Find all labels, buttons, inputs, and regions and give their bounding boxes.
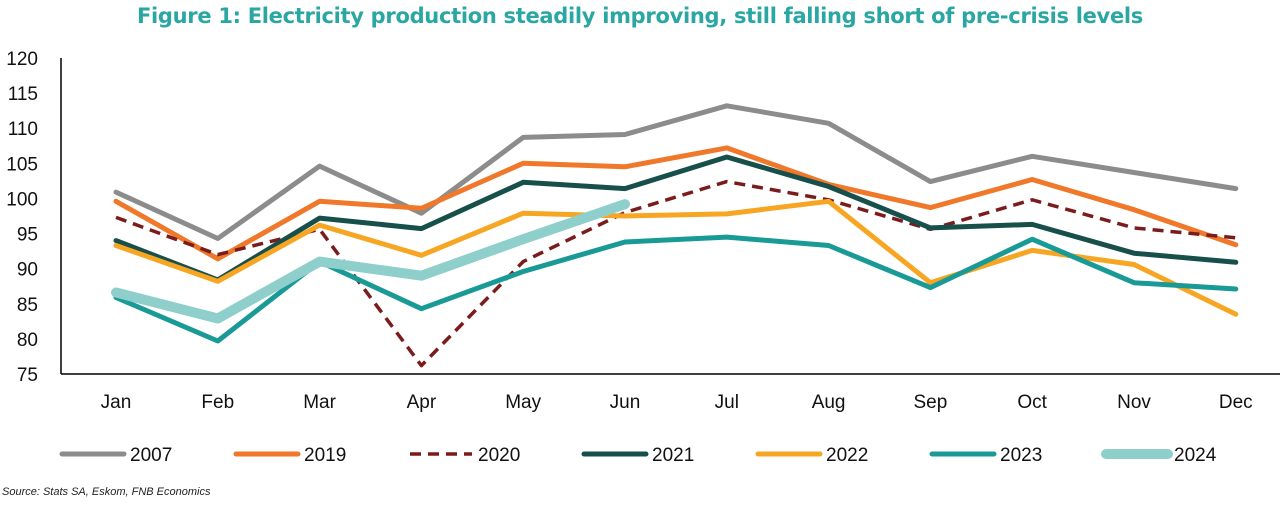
series-line-2024 [111, 199, 630, 324]
x-tick-label: Feb [201, 392, 234, 413]
legend-label-2022: 2022 [826, 445, 868, 466]
y-tick-label: 105 [6, 154, 38, 175]
legend-label-2007: 2007 [130, 445, 172, 466]
y-ticks: 75 80 85 90 95 100 105 110 115 120 [6, 49, 38, 386]
series-line-2007 [113, 103, 1239, 241]
legend-label-2021: 2021 [652, 445, 694, 466]
y-tick-label: 95 [17, 225, 38, 246]
y-tick-label: 75 [17, 365, 38, 386]
x-tick-label: Jul [715, 392, 739, 413]
source-note: Source: Stats SA, Eskom, FNB Economics [2, 486, 211, 498]
series-line-2022 [113, 198, 1239, 317]
x-tick-label: Apr [407, 392, 437, 413]
x-tick-label: May [505, 392, 541, 413]
series-line-2019 [113, 145, 1239, 262]
series-line-2021 [113, 154, 1239, 283]
series-line-2023 [113, 234, 1239, 344]
x-tick-label: Dec [1219, 392, 1253, 413]
series-line-2020 [115, 179, 1236, 368]
y-tick-label: 110 [8, 119, 38, 140]
y-tick-label: 90 [17, 260, 38, 281]
x-tick-label: Oct [1017, 392, 1047, 413]
y-tick-label: 80 [17, 330, 38, 351]
x-tick-label: Aug [812, 392, 846, 413]
legend-label-2019: 2019 [304, 445, 346, 466]
x-tick-label: Nov [1117, 392, 1151, 413]
x-tick-label: Jan [101, 392, 132, 413]
x-tick-label: Jun [610, 392, 641, 413]
x-tick-label: Mar [303, 392, 336, 413]
legend-label-2020: 2020 [478, 445, 520, 466]
plot-area: 75 80 85 90 95 100 105 110 115 120 Jan Feb Mar Apr Ma… [6, 49, 1280, 413]
legend: 2007 2019 2020 2021 2022 2023 2024 [59, 445, 1217, 466]
y-tick-label: 85 [17, 295, 38, 316]
series-lines [111, 103, 1239, 368]
x-ticks: Jan Feb Mar Apr May Jun Jul Aug Sep Oct Nov Dec [101, 392, 1253, 413]
legend-label-2024: 2024 [1174, 445, 1217, 466]
legend-label-2023: 2023 [1000, 445, 1042, 466]
chart-title: Figure 1: Electricity production steadil… [136, 4, 1143, 28]
y-tick-label: 115 [8, 84, 38, 105]
y-tick-label: 100 [6, 189, 38, 210]
y-tick-label: 120 [6, 49, 38, 70]
x-tick-label: Sep [913, 392, 947, 413]
